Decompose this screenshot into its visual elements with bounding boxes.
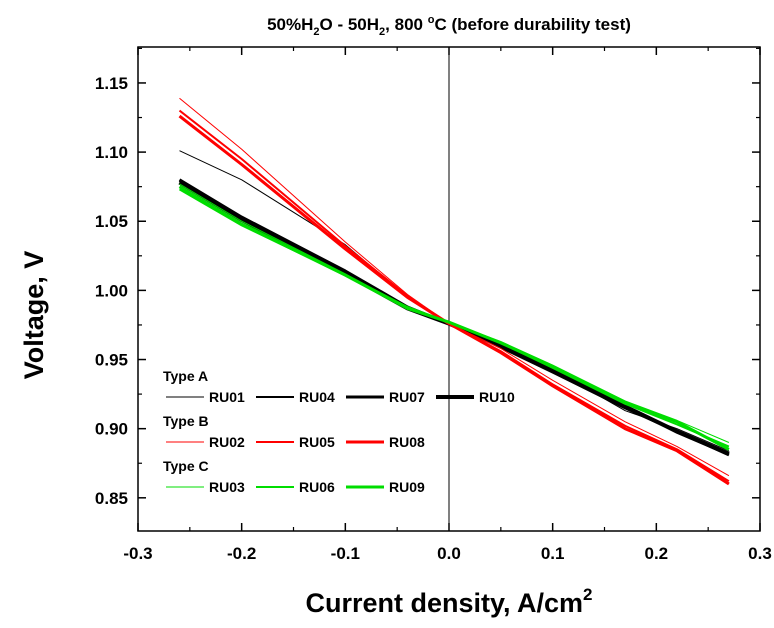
x-axis-label-main: Current density, A/cm xyxy=(305,588,583,618)
legend-item-ru10: RU10 xyxy=(479,389,515,405)
series-line-ru10 xyxy=(178,180,730,456)
y-tick-label: 1.10 xyxy=(95,143,128,162)
x-tick-label: 0.0 xyxy=(437,544,461,563)
legend-item-ru06: RU06 xyxy=(299,479,335,495)
x-tick-label: -0.2 xyxy=(227,544,256,563)
legend-group-label: Type B xyxy=(163,413,209,429)
x-tick-label: 0.3 xyxy=(748,544,772,563)
legend-item-ru01: RU01 xyxy=(209,389,245,405)
series-line-ru02 xyxy=(179,97,730,477)
series-line-ru07 xyxy=(178,178,730,457)
legend-item-ru02: RU02 xyxy=(209,434,245,450)
legend-item-ru09: RU09 xyxy=(389,479,425,495)
plot-frame xyxy=(137,46,761,532)
y-tick-label: 0.85 xyxy=(95,489,128,508)
x-tick-label: 0.2 xyxy=(645,544,669,563)
legend-item-ru07: RU07 xyxy=(389,389,425,405)
series-line-ru04 xyxy=(178,180,730,456)
y-axis-label: Voltage, V xyxy=(19,251,49,380)
y-tick-label: 1.00 xyxy=(95,281,128,300)
x-tick-label: -0.3 xyxy=(123,544,152,563)
series-line-ru01 xyxy=(179,150,730,452)
y-tick-label: 0.90 xyxy=(95,420,128,439)
series-line-ru03 xyxy=(179,183,730,443)
title-part-b: O - 50H xyxy=(320,15,380,34)
x-tick-label: 0.1 xyxy=(541,544,565,563)
title-part-d: C (before durability test) xyxy=(434,15,630,34)
x-axis-label-sup: 2 xyxy=(583,585,592,604)
legend-group-label: Type A xyxy=(163,368,208,384)
legend-item-ru04: RU04 xyxy=(299,389,335,405)
legend-item-ru03: RU03 xyxy=(209,479,245,495)
legend-group-label: Type C xyxy=(163,458,209,474)
title-sub-b: 2 xyxy=(379,26,385,38)
title-part-c: , 800 xyxy=(385,15,428,34)
y-tick-label: 1.05 xyxy=(95,212,128,231)
y-tick-label: 1.15 xyxy=(95,74,128,93)
x-axis-label: Current density, A/cm2 xyxy=(305,585,592,618)
ticks-layer: -0.3 -0.2 -0.1 0.0 0.1 0.2 0.3 0.85 0.90 0.95 1.00… xyxy=(95,47,772,563)
title-part-a: 50%H xyxy=(267,15,313,34)
legend-item-ru05: RU05 xyxy=(299,434,335,450)
series-line-ru08 xyxy=(178,114,730,486)
y-tick-label: 0.95 xyxy=(95,351,128,370)
series-line-ru09 xyxy=(178,185,730,451)
title-sub-a: 2 xyxy=(313,26,319,38)
plot-area xyxy=(178,47,730,531)
series-line-ru05 xyxy=(178,109,730,483)
chart-title: 50%H2O - 50H2, 800 oC (before durability… xyxy=(267,14,631,38)
legend-item-ru08: RU08 xyxy=(389,434,425,450)
x-tick-label: -0.1 xyxy=(331,544,360,563)
title-sup-c: o xyxy=(428,14,435,26)
